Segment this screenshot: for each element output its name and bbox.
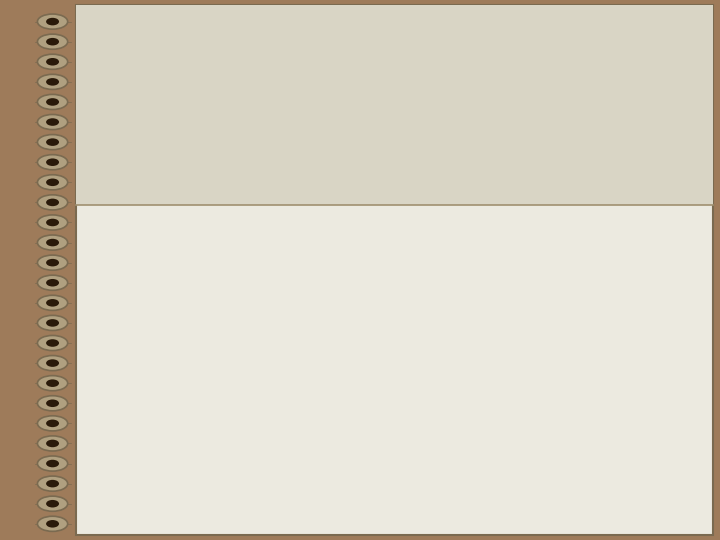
Ellipse shape bbox=[37, 54, 68, 69]
Ellipse shape bbox=[46, 400, 59, 407]
Ellipse shape bbox=[37, 315, 68, 330]
Ellipse shape bbox=[46, 279, 59, 287]
Ellipse shape bbox=[37, 34, 68, 49]
Ellipse shape bbox=[37, 94, 68, 110]
Ellipse shape bbox=[46, 239, 59, 246]
Ellipse shape bbox=[37, 396, 68, 411]
Ellipse shape bbox=[37, 295, 68, 310]
Ellipse shape bbox=[46, 480, 59, 488]
Ellipse shape bbox=[46, 38, 59, 45]
Text: RV increased: RV increased bbox=[140, 230, 298, 253]
Ellipse shape bbox=[37, 355, 68, 370]
Ellipse shape bbox=[37, 275, 68, 291]
Ellipse shape bbox=[46, 158, 59, 166]
Ellipse shape bbox=[46, 440, 59, 447]
Ellipse shape bbox=[46, 500, 59, 508]
Ellipse shape bbox=[46, 420, 59, 427]
Ellipse shape bbox=[46, 319, 59, 327]
Ellipse shape bbox=[46, 460, 59, 467]
Text: TLC increased due to loss of elastic recoil: TLC increased due to loss of elastic rec… bbox=[140, 446, 642, 469]
Text: FRC is the volume at which inward recoil
of  lung = outward recoil of chest
wall: FRC is the volume at which inward recoil… bbox=[140, 305, 636, 421]
Ellipse shape bbox=[37, 14, 68, 29]
Ellipse shape bbox=[46, 339, 59, 347]
Ellipse shape bbox=[46, 219, 59, 226]
Ellipse shape bbox=[37, 235, 68, 250]
Ellipse shape bbox=[46, 18, 59, 25]
Text: •: • bbox=[118, 500, 134, 526]
Ellipse shape bbox=[37, 175, 68, 190]
Ellipse shape bbox=[37, 335, 68, 350]
Ellipse shape bbox=[37, 376, 68, 391]
Text: •: • bbox=[118, 230, 134, 256]
Ellipse shape bbox=[46, 98, 59, 106]
Ellipse shape bbox=[37, 456, 68, 471]
Ellipse shape bbox=[37, 436, 68, 451]
Ellipse shape bbox=[46, 299, 59, 307]
Text: COPD: COPD bbox=[339, 121, 446, 154]
Ellipse shape bbox=[37, 154, 68, 170]
Ellipse shape bbox=[46, 359, 59, 367]
Ellipse shape bbox=[37, 215, 68, 230]
Ellipse shape bbox=[46, 179, 59, 186]
Ellipse shape bbox=[37, 134, 68, 150]
Ellipse shape bbox=[46, 58, 59, 65]
Ellipse shape bbox=[37, 416, 68, 431]
Ellipse shape bbox=[46, 259, 59, 266]
Ellipse shape bbox=[37, 476, 68, 491]
Ellipse shape bbox=[46, 520, 59, 528]
Ellipse shape bbox=[37, 195, 68, 210]
Ellipse shape bbox=[46, 78, 59, 86]
Ellipse shape bbox=[46, 138, 59, 146]
Text: VC may be normal to decreased: VC may be normal to decreased bbox=[140, 500, 523, 523]
Text: •: • bbox=[118, 305, 134, 332]
Ellipse shape bbox=[46, 199, 59, 206]
Ellipse shape bbox=[37, 114, 68, 130]
Text: •: • bbox=[118, 446, 134, 472]
Ellipse shape bbox=[37, 75, 68, 90]
Ellipse shape bbox=[37, 496, 68, 511]
Ellipse shape bbox=[46, 380, 59, 387]
Ellipse shape bbox=[46, 118, 59, 126]
Ellipse shape bbox=[37, 516, 68, 531]
Ellipse shape bbox=[37, 255, 68, 270]
Text: Lung Volumes and Capacities  in: Lung Volumes and Capacities in bbox=[104, 61, 680, 96]
